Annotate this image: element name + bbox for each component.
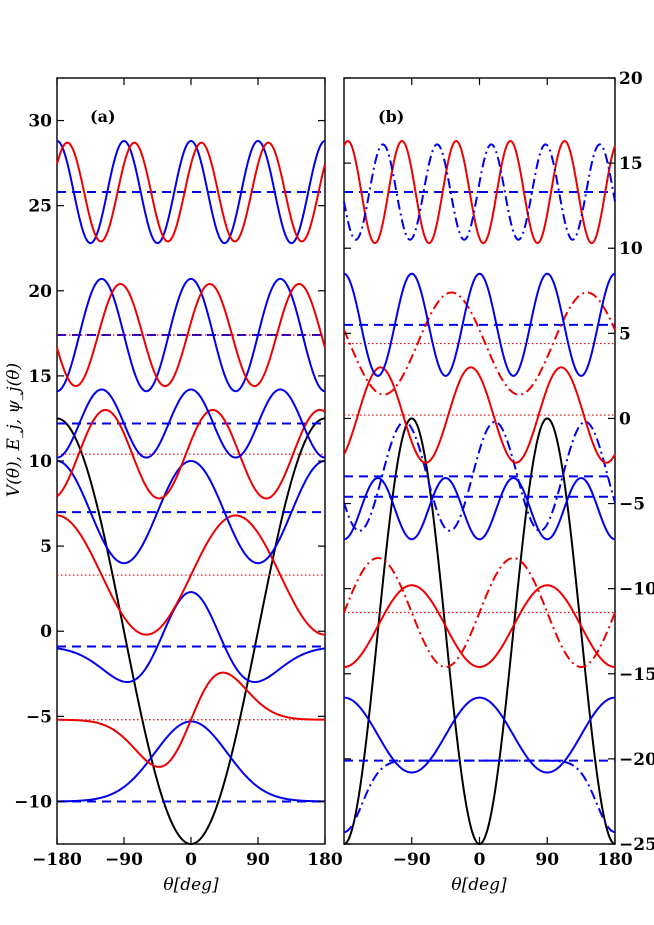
y-tick-label-b-5: 0 xyxy=(619,409,631,429)
y-tick-label-a-6: 20 xyxy=(28,282,52,302)
y-tick-label-b-2: −15 xyxy=(619,665,654,685)
wavefunction-b-7 xyxy=(343,291,616,396)
y-tick-label-a-5: 15 xyxy=(28,367,52,387)
wavefunction-a-1 xyxy=(57,671,326,768)
y-tick-label-b-6: 5 xyxy=(619,324,631,344)
x-tick-label-b-3: 180 xyxy=(597,850,633,870)
wavefunction-b-6 xyxy=(343,366,616,464)
wavefunction-a-8 xyxy=(56,282,326,388)
y-tick-label-b-3: −10 xyxy=(619,580,654,600)
y-tick-label-b-0: −25 xyxy=(619,835,654,855)
y-axis-title: V(θ), E_j, ψ_j(θ) xyxy=(4,363,24,497)
ticks-a: −180 −90 0 90 180 −10 −5 0 5 10 15 20 25 30 xyxy=(14,78,343,870)
y-tick-label-a-8: 30 xyxy=(28,112,52,132)
curves-b xyxy=(343,139,616,846)
wavefunction-b-3 xyxy=(343,557,616,668)
curves-a xyxy=(56,139,326,846)
panel-label-a: (a) xyxy=(90,107,116,126)
panel-label-b: (b) xyxy=(378,107,404,126)
wavefunction-b-1 xyxy=(343,759,616,834)
wavefunction-a-4 xyxy=(56,459,326,565)
x-tick-label-a-0: −180 xyxy=(32,850,82,870)
wavefunction-b-2 xyxy=(343,584,616,668)
wavefunction-a-3 xyxy=(56,514,326,636)
x-tick-label-a-3: 90 xyxy=(246,850,270,870)
wavefunction-a-7 xyxy=(56,277,326,393)
y-tick-label-a-2: 0 xyxy=(40,622,52,642)
y-tick-label-b-8: 15 xyxy=(619,154,643,174)
x-tick-label-a-2: 0 xyxy=(185,850,197,870)
x-tick-label-b-2: 90 xyxy=(535,850,559,870)
wavefunction-a-10 xyxy=(56,141,326,243)
wavefunction-a-0 xyxy=(56,720,326,803)
y-tick-label-a-1: −5 xyxy=(26,707,52,727)
x-tick-label-a-1: −90 xyxy=(105,850,143,870)
x-axis-title-a: θ[deg] xyxy=(163,875,219,895)
wavefunction-a-6 xyxy=(56,388,326,459)
panel-a: −180 −90 0 90 180 −10 −5 0 5 10 15 20 25 30 (a) xyxy=(14,77,343,870)
y-tick-label-b-9: 20 xyxy=(619,69,643,89)
y-tick-label-a-4: 10 xyxy=(28,452,52,472)
wavefunction-a-2 xyxy=(56,591,326,684)
potential-curve-a xyxy=(56,417,326,846)
wavefunction-b-5 xyxy=(343,420,616,532)
y-tick-label-b-7: 10 xyxy=(619,239,643,259)
x-tick-label-b-1: 0 xyxy=(474,850,486,870)
y-tick-label-b-1: −20 xyxy=(619,750,654,770)
wavefunction-b-0 xyxy=(343,696,616,774)
wavefunction-a-5 xyxy=(56,408,326,500)
wavefunction-b-4 xyxy=(343,477,616,541)
x-tick-label-b-0: −90 xyxy=(393,850,431,870)
y-tick-label-a-7: 25 xyxy=(28,197,52,217)
wavefunction-b-9 xyxy=(343,139,616,245)
y-tick-label-a-3: 5 xyxy=(40,537,52,557)
ticks-b: −90 0 90 180−25 −20 −15 −10 −5 0 5 10 15 20 xyxy=(344,69,654,870)
x-tick-label-a-4: 180 xyxy=(307,850,343,870)
y-tick-label-a-0: −10 xyxy=(14,792,52,812)
panel-b: −90 0 90 180−25 −20 −15 −10 −5 0 5 10 15 20 (b) xyxy=(343,69,654,870)
wavefunction-b-8 xyxy=(343,272,616,377)
x-axis-title-b: θ[deg] xyxy=(451,875,507,895)
wavefunction-b-10 xyxy=(343,143,616,241)
wavefunction-a-9 xyxy=(56,139,326,245)
y-tick-label-b-4: −5 xyxy=(619,495,645,515)
